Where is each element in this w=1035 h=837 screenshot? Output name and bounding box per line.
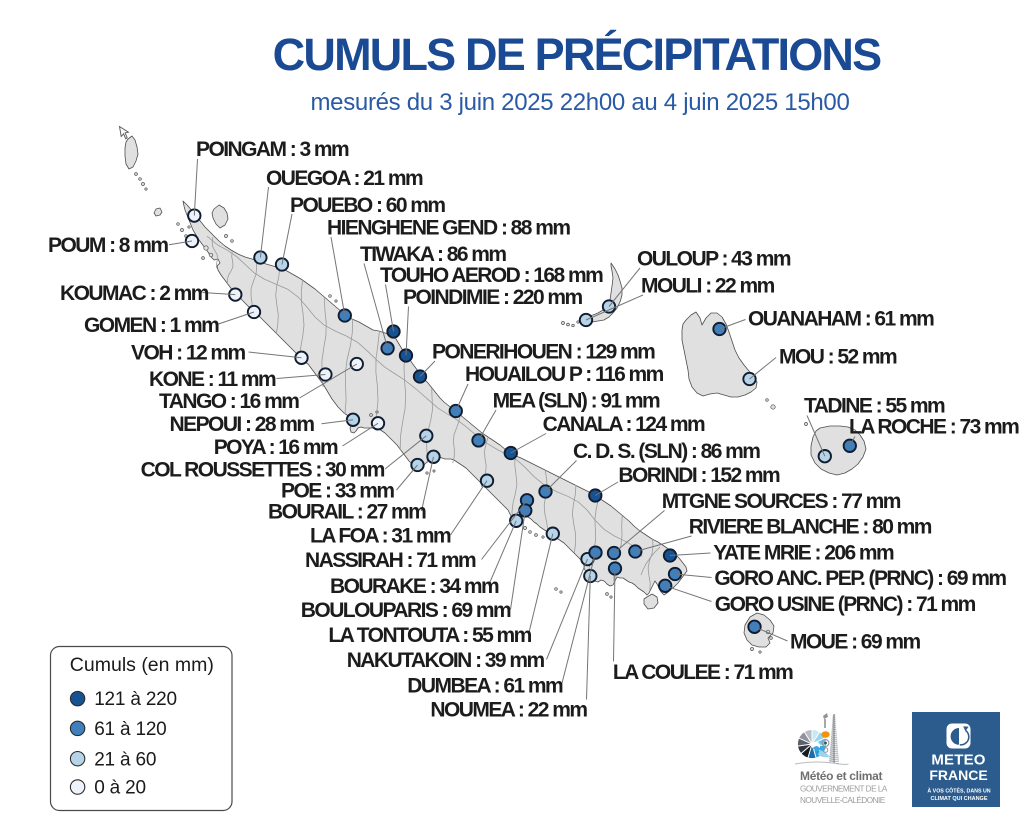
svg-text:TANGO : 16 mm: TANGO : 16 mm [159, 390, 299, 413]
svg-text:Météo et climat: Météo et climat [800, 769, 882, 783]
svg-text:61 à 120: 61 à 120 [94, 719, 166, 740]
svg-text:LA TONTOUTA : 55 mm: LA TONTOUTA : 55 mm [328, 624, 531, 647]
svg-text:OULOUP : 43 mm: OULOUP : 43 mm [637, 247, 791, 270]
svg-text:RIVIERE BLANCHE : 80 mm: RIVIERE BLANCHE : 80 mm [689, 515, 932, 538]
svg-text:BOURAIL : 27 mm: BOURAIL : 27 mm [268, 500, 426, 523]
svg-text:FRANCE: FRANCE [929, 767, 987, 783]
svg-text:KONE : 11 mm: KONE : 11 mm [149, 368, 276, 391]
svg-text:C. D. S. (SLN) : 86 mm: C. D. S. (SLN) : 86 mm [573, 440, 760, 463]
svg-text:POE : 33 mm: POE : 33 mm [281, 479, 394, 502]
svg-text:LA FOA : 31 mm: LA FOA : 31 mm [310, 524, 451, 547]
svg-text:POUEBO : 60 mm: POUEBO : 60 mm [290, 194, 445, 217]
svg-text:BORINDI : 152 mm: BORINDI : 152 mm [618, 464, 780, 487]
svg-text:CLIMAT QUI CHANGE: CLIMAT QUI CHANGE [930, 796, 987, 802]
svg-text:TIWAKA : 86 mm: TIWAKA : 86 mm [360, 243, 506, 266]
svg-text:BOULOUPARIS : 69 mm: BOULOUPARIS : 69 mm [301, 599, 511, 622]
svg-text:HIENGHENE GEND : 88 mm: HIENGHENE GEND : 88 mm [327, 216, 570, 239]
svg-text:MOULI : 22 mm: MOULI : 22 mm [641, 274, 775, 297]
svg-text:NAKUTAKOIN : 39 mm: NAKUTAKOIN : 39 mm [347, 649, 545, 672]
svg-text:mesurés du 3 juin 2025 22h00 a: mesurés du 3 juin 2025 22h00 au 4 juin 2… [310, 89, 849, 116]
svg-text:PONERIHOUEN : 129 mm: PONERIHOUEN : 129 mm [432, 340, 655, 363]
svg-text:POYA : 16 mm: POYA : 16 mm [214, 436, 338, 459]
svg-text:NASSIRAH : 71 mm: NASSIRAH : 71 mm [305, 549, 476, 572]
svg-text:LA COULEE : 71 mm: LA COULEE : 71 mm [613, 661, 793, 684]
svg-text:OUEGOA : 21 mm: OUEGOA : 21 mm [266, 167, 423, 190]
svg-text:POINGAM : 3 mm: POINGAM : 3 mm [196, 138, 349, 161]
svg-text:LA ROCHE : 73 mm: LA ROCHE : 73 mm [849, 415, 1019, 438]
svg-text:121 à 220: 121 à 220 [94, 689, 177, 710]
svg-text:MTGNE SOURCES : 77 mm: MTGNE SOURCES : 77 mm [662, 490, 901, 513]
svg-text:GORO ANC. PEP. (PRNC) : 69 mm: GORO ANC. PEP. (PRNC) : 69 mm [714, 567, 1006, 590]
svg-text:GOMEN : 1 mm: GOMEN : 1 mm [84, 314, 219, 337]
svg-text:OUANAHAM : 61 mm: OUANAHAM : 61 mm [748, 307, 934, 330]
svg-text:GOUVERNEMENT DE LA: GOUVERNEMENT DE LA [800, 785, 888, 794]
svg-text:0 à 20: 0 à 20 [94, 778, 146, 799]
svg-text:À VOS CÔTÉS, DANS UN: À VOS CÔTÉS, DANS UN [927, 787, 990, 795]
svg-text:MEA (SLN) : 91 mm: MEA (SLN) : 91 mm [493, 389, 660, 412]
svg-text:COL ROUSSETTES : 30 mm: COL ROUSSETTES : 30 mm [141, 458, 385, 481]
svg-text:VOH : 12 mm: VOH : 12 mm [131, 341, 246, 364]
svg-text:KOUMAC : 2 mm: KOUMAC : 2 mm [60, 282, 209, 305]
svg-text:BOURAKE : 34 mm: BOURAKE : 34 mm [330, 575, 499, 598]
svg-text:POUM : 8 mm: POUM : 8 mm [48, 234, 168, 257]
svg-text:21 à 60: 21 à 60 [94, 749, 156, 770]
svg-text:MOU : 52 mm: MOU : 52 mm [779, 345, 897, 368]
svg-text:MOUE : 69 mm: MOUE : 69 mm [790, 630, 920, 653]
svg-text:GORO USINE (PRNC) : 71 mm: GORO USINE (PRNC) : 71 mm [715, 593, 976, 616]
svg-text:TOUHO AEROD : 168 mm: TOUHO AEROD : 168 mm [380, 264, 603, 287]
svg-text:Cumuls (en mm): Cumuls (en mm) [70, 654, 214, 676]
svg-text:NOUMEA : 22 mm: NOUMEA : 22 mm [430, 698, 587, 721]
svg-text:DUMBEA : 61 mm: DUMBEA : 61 mm [407, 674, 563, 697]
svg-text:NEPOUI : 28 mm: NEPOUI : 28 mm [170, 413, 315, 436]
svg-text:CUMULS DE PRÉCIPITATIONS: CUMULS DE PRÉCIPITATIONS [273, 29, 881, 80]
svg-text:TADINE : 55 mm: TADINE : 55 mm [804, 394, 945, 417]
svg-text:NOUVELLE-CALÉDONIE: NOUVELLE-CALÉDONIE [800, 795, 886, 805]
svg-text:CANALA : 124 mm: CANALA : 124 mm [543, 413, 705, 436]
svg-text:YATE MRIE : 206 mm: YATE MRIE : 206 mm [713, 541, 894, 564]
svg-text:HOUAILOU P : 116 mm: HOUAILOU P : 116 mm [465, 363, 664, 386]
svg-text:METEO: METEO [931, 752, 985, 769]
svg-text:POINDIMIE : 220 mm: POINDIMIE : 220 mm [403, 286, 583, 309]
